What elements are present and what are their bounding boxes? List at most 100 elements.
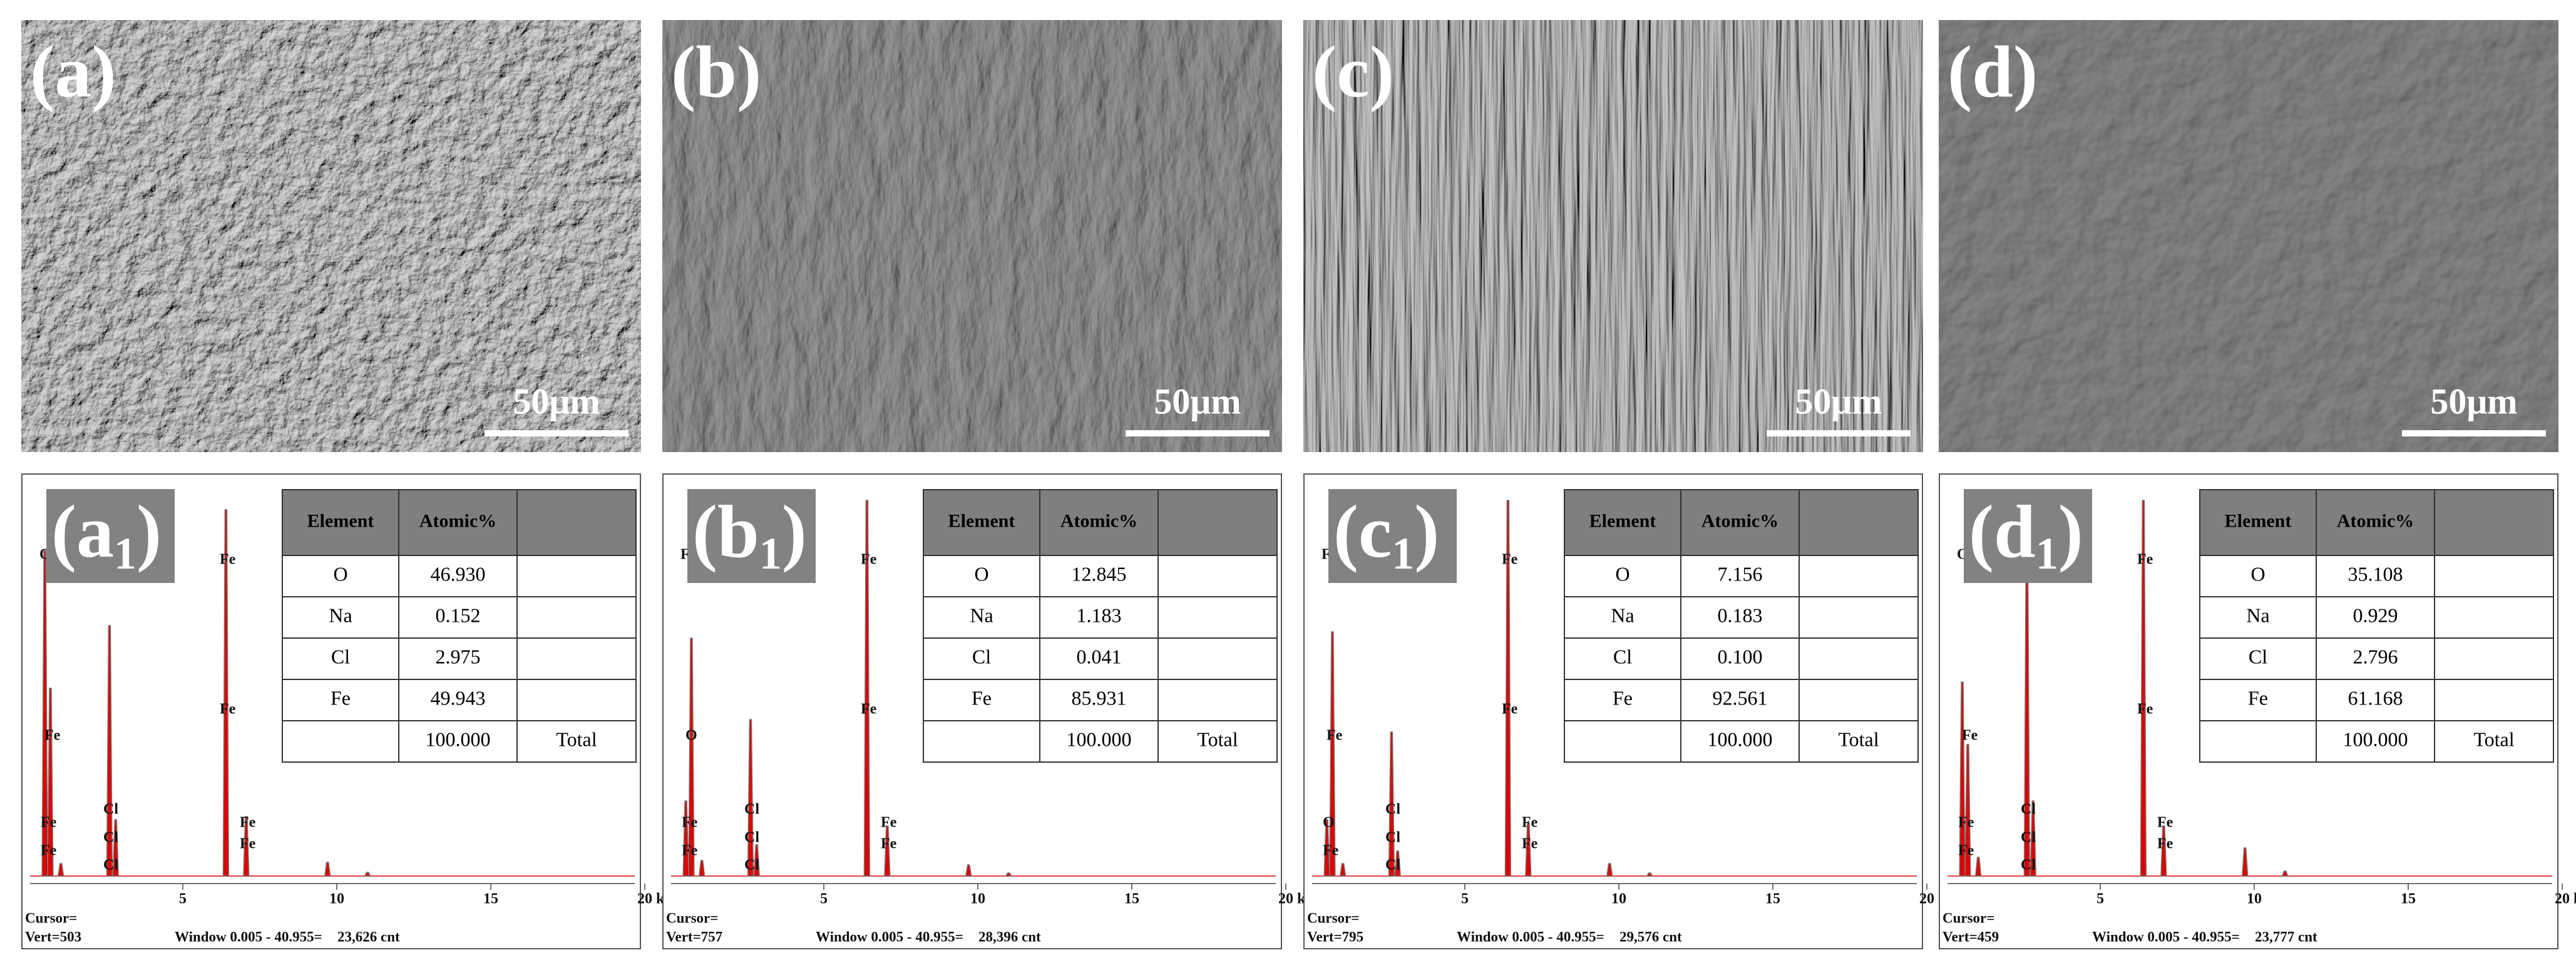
peak-label: Cl xyxy=(744,830,759,846)
peak-label: Fe xyxy=(1323,843,1339,859)
cursor-text: Cursor= xyxy=(25,910,77,926)
table-total: 100.000 xyxy=(2343,728,2408,750)
vert-text: Vert=757 xyxy=(666,929,722,944)
table-cell-text: 92.561 xyxy=(1713,686,1768,709)
eds-label-close: ) xyxy=(136,490,162,573)
table-total-label: Total xyxy=(556,728,597,750)
eds-label: (b1) xyxy=(692,490,807,579)
table-cell-text: Fe xyxy=(972,686,992,709)
scale-bar-label: 50μm xyxy=(1795,381,1882,421)
spectrum-peak xyxy=(747,719,754,877)
peak-label: Cl xyxy=(1385,802,1400,818)
label-box xyxy=(46,489,175,583)
table-cell xyxy=(2316,489,2435,556)
table-header: Atomic% xyxy=(1060,510,1137,531)
eds-label-main: (a xyxy=(51,490,114,573)
counts-text: 23,626 cnt xyxy=(337,929,400,944)
eds-label-close: ) xyxy=(2058,490,2083,573)
spectrum-peak xyxy=(1646,872,1653,877)
table-cell-text: O xyxy=(333,562,347,585)
table-cell-text: Cl xyxy=(2249,645,2267,668)
peak-label: Fe xyxy=(881,815,897,831)
window-text: Window 0.005 - 40.955= xyxy=(816,929,963,944)
table-cell xyxy=(398,637,518,680)
spectrum-peak xyxy=(1959,681,1966,877)
axis-tick-label: 5 xyxy=(1461,891,1469,907)
spectrum-peak xyxy=(1339,863,1347,877)
peak-label: Fe xyxy=(2157,836,2173,852)
peak-label: Fe xyxy=(220,552,236,568)
peak-label: Cl xyxy=(1385,857,1400,874)
table-cell xyxy=(923,720,1040,763)
table-cell-text: 85.931 xyxy=(1072,686,1127,709)
window-text: Window 0.005 - 40.955= xyxy=(2092,929,2240,944)
axis-tick-label: 5 xyxy=(2096,891,2104,907)
eds-panel: FeFeOFeClClClFeFeFeFe5101520 keVCursor=V… xyxy=(1303,473,1964,949)
label-box xyxy=(1328,489,1457,583)
peak-label: Fe xyxy=(1962,728,1978,744)
spectrum-peak xyxy=(222,509,230,877)
axis-tick-label: 5 xyxy=(820,891,828,907)
table-cell-text: 61.168 xyxy=(2348,686,2403,709)
peak-label: Cl xyxy=(2021,830,2036,846)
peak-label: Fe xyxy=(41,815,57,831)
table-cell-text: Cl xyxy=(972,645,991,668)
eds-label-sub: 1 xyxy=(759,529,782,579)
table-cell xyxy=(1039,596,1159,639)
spectrum-peak xyxy=(1329,631,1336,877)
axis-tick-label: 15 xyxy=(1765,891,1780,907)
spectrum-peak xyxy=(106,625,113,877)
table-cell xyxy=(282,637,399,680)
spectrum-peak xyxy=(884,825,891,877)
spectrum-peak xyxy=(324,862,331,877)
peak-label: Fe xyxy=(44,728,61,744)
eds-label: (a1) xyxy=(51,490,162,579)
peak-label: Fe xyxy=(861,701,877,718)
table-header: Atomic% xyxy=(419,510,496,531)
table-cell xyxy=(282,720,399,763)
sem-image xyxy=(1303,20,1923,452)
table-cell-text: 0.100 xyxy=(1718,645,1763,668)
spectrum-peak xyxy=(41,550,48,877)
table-cell xyxy=(1564,720,1681,763)
table-cell xyxy=(2316,720,2435,763)
spectrum-peak xyxy=(1964,744,1971,877)
peak-label: Fe xyxy=(881,836,897,852)
peak-label: Fe xyxy=(682,843,698,859)
eds-label: (c1) xyxy=(1333,490,1439,579)
label-box xyxy=(687,489,816,583)
peak-label: Fe xyxy=(682,815,698,831)
spectrum-peak xyxy=(682,800,689,877)
table-cell xyxy=(398,679,518,721)
table-cell xyxy=(1157,555,1278,597)
peak-label: Fe xyxy=(1522,815,1538,831)
spectrum-peak xyxy=(2242,847,2249,877)
peak-label: O xyxy=(685,728,697,744)
table-cell xyxy=(2434,596,2554,639)
table-cell xyxy=(1799,596,1919,639)
peak-label: Cl xyxy=(103,830,118,846)
table-cell xyxy=(516,637,637,680)
table-total: 100.000 xyxy=(426,728,491,750)
table-total-label: Total xyxy=(1197,728,1238,750)
window-text: Window 0.005 - 40.955= xyxy=(175,929,322,944)
table-cell xyxy=(1799,555,1919,597)
eds-panel: FeOFeFeClClClFeFeFeFe5101520 keVCursor=V… xyxy=(662,473,1323,949)
table-cell xyxy=(516,489,637,556)
table-total: 100.000 xyxy=(1067,728,1132,750)
spectrum-peak xyxy=(863,500,871,877)
table-cell xyxy=(1039,679,1159,721)
table-cell xyxy=(1799,637,1919,680)
eds-label-main: (c xyxy=(1333,490,1392,573)
axis-tick-label: 5 xyxy=(179,891,187,907)
table-cell-text: 0.041 xyxy=(1077,645,1122,668)
table-cell xyxy=(1799,720,1919,763)
spectrum-peak xyxy=(965,864,972,877)
spectrum-peak xyxy=(1606,863,1613,877)
peak-label: Fe xyxy=(240,815,256,831)
vert-text: Vert=795 xyxy=(1307,929,1363,944)
image-label: (a) xyxy=(30,31,116,113)
table-cell xyxy=(398,489,518,556)
